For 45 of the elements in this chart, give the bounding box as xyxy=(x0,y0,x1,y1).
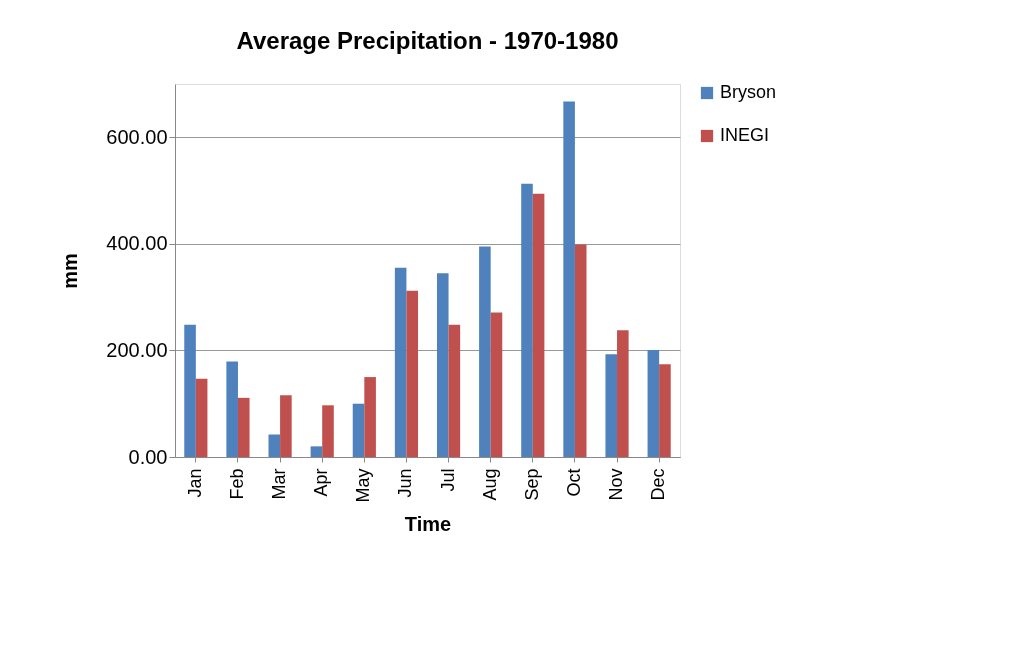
x-tick-label: Jul xyxy=(437,468,458,492)
x-tick-label: Jan xyxy=(184,468,205,498)
bar xyxy=(490,312,503,457)
x-tick-label: Feb xyxy=(226,468,247,500)
bar xyxy=(521,183,533,457)
bar xyxy=(352,403,365,457)
legend-label: Bryson xyxy=(720,82,777,102)
bar xyxy=(394,267,407,457)
bar xyxy=(574,244,587,457)
x-tick-label: Dec xyxy=(648,468,669,501)
y-axis-title: mm xyxy=(59,253,82,289)
bar xyxy=(448,324,461,457)
bar xyxy=(310,446,323,457)
bar xyxy=(364,377,376,457)
bar xyxy=(563,101,575,457)
bar xyxy=(322,405,334,457)
bar xyxy=(532,193,545,457)
chart-title: Average Precipitation - 1970-1980 xyxy=(236,27,619,54)
bar xyxy=(436,273,449,457)
x-tick-label: Aug xyxy=(479,468,500,501)
bar xyxy=(195,378,208,457)
x-tick-label: Apr xyxy=(311,468,332,497)
x-tick-label: Mar xyxy=(269,468,290,500)
y-tick-label: 400.00 xyxy=(106,232,168,255)
legend-label: INEGI xyxy=(720,125,770,145)
bar xyxy=(280,395,292,457)
bar xyxy=(617,330,629,457)
bar xyxy=(184,324,196,457)
x-tick-label: Jun xyxy=(395,468,416,498)
bar xyxy=(659,364,671,457)
y-tick-label: 600.00 xyxy=(106,125,168,148)
y-tick-label: 0.00 xyxy=(128,445,168,468)
x-tick-label: Oct xyxy=(563,468,584,497)
x-tick-label: Sep xyxy=(521,468,542,501)
x-tick-label: Nov xyxy=(606,468,627,501)
bar xyxy=(406,290,419,457)
bar xyxy=(479,246,491,457)
x-axis-title: Time xyxy=(404,512,452,535)
y-tick-label: 200.00 xyxy=(106,338,168,361)
bar xyxy=(237,397,250,457)
bar xyxy=(268,434,281,457)
bar xyxy=(605,354,618,457)
x-tick-label: May xyxy=(353,468,374,503)
bar xyxy=(647,349,660,457)
bar xyxy=(226,361,238,457)
